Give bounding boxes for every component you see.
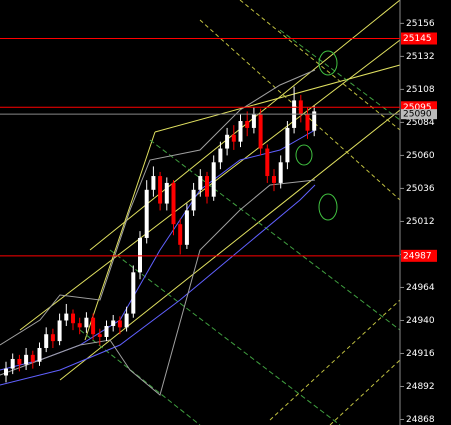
candle-body	[258, 114, 263, 149]
candle-body	[17, 358, 22, 365]
candle-body	[84, 317, 89, 328]
current-price-label: 25090	[403, 110, 432, 120]
current-price-bg	[401, 109, 437, 120]
candle-body	[191, 189, 196, 211]
y-tick-label: 25132	[406, 52, 435, 62]
y-tick-label: 25012	[406, 217, 435, 227]
channel-line	[154, 64, 401, 133]
candle-body	[218, 148, 223, 163]
candle-body	[10, 358, 15, 369]
candle-body	[104, 325, 109, 337]
candle-body	[24, 354, 29, 365]
candle-body	[30, 354, 35, 362]
moving-average	[0, 184, 316, 386]
candle-body	[272, 176, 276, 183]
fan-line	[109, 249, 341, 425]
marker-circle	[295, 144, 313, 166]
candle-body	[64, 313, 69, 321]
candle-body	[285, 127, 290, 163]
candle-body	[198, 176, 203, 190]
fan-line	[269, 299, 401, 421]
candle-body	[71, 313, 75, 324]
candle-body	[144, 189, 149, 238]
bollinger-band	[0, 69, 316, 346]
candle-body	[91, 317, 96, 335]
fan-line	[79, 329, 201, 425]
y-tick-label: 24916	[406, 349, 435, 359]
candle-body	[37, 347, 42, 362]
y-tick-label: 25156	[406, 19, 435, 29]
y-tick-label: 24868	[406, 415, 435, 425]
channel-line	[89, 0, 401, 251]
candle-body	[158, 176, 163, 204]
candle-body	[77, 323, 82, 328]
candle-body	[245, 121, 250, 128]
candle-body	[97, 334, 102, 337]
level-label: 25095	[403, 103, 432, 113]
candle-body	[164, 182, 169, 204]
y-tick-label: 25108	[406, 85, 435, 95]
candle-body	[231, 134, 236, 142]
candle-body	[4, 368, 8, 376]
candle-body	[211, 162, 216, 197]
y-tick-label: 25084	[406, 118, 435, 128]
candle-body	[50, 334, 55, 342]
candle-body	[124, 313, 129, 328]
candle-body	[312, 111, 317, 131]
level-label: 24987	[403, 251, 432, 261]
drawings	[0, 0, 401, 425]
marker-circle	[318, 50, 338, 76]
y-tick-label: 24964	[406, 283, 435, 293]
marker-circle	[318, 193, 338, 221]
fan-line	[239, 0, 401, 131]
candle-body	[138, 237, 142, 273]
candle-body	[57, 320, 62, 342]
candle-body	[131, 272, 136, 314]
candle-body	[238, 121, 243, 142]
y-tick-label: 25036	[406, 184, 435, 194]
y-tick-label: 25060	[406, 151, 435, 161]
candle-body	[171, 182, 176, 225]
candle-body	[178, 224, 183, 245]
fan-line	[329, 359, 401, 425]
candle-body	[251, 114, 256, 128]
fan-line	[149, 139, 401, 331]
candle-body	[151, 176, 156, 190]
y-tick-label: 24892	[406, 382, 435, 392]
level-label: 25145	[403, 34, 432, 44]
candle-body	[184, 210, 189, 245]
candle-body	[44, 334, 49, 348]
candle-body	[305, 114, 310, 131]
level-label-bg	[401, 32, 437, 45]
candle-body	[117, 320, 122, 328]
channel-line	[84, 131, 156, 341]
candle-body	[225, 134, 230, 149]
candle-body	[205, 176, 209, 197]
y-tick-label: 24940	[406, 316, 435, 326]
fan-line	[279, 29, 401, 121]
candle-body	[111, 320, 116, 326]
level-label-bg	[401, 249, 437, 262]
candle-body	[265, 148, 270, 177]
channel-line	[59, 109, 401, 381]
candle-body	[278, 162, 283, 183]
bollinger-band	[0, 179, 316, 396]
